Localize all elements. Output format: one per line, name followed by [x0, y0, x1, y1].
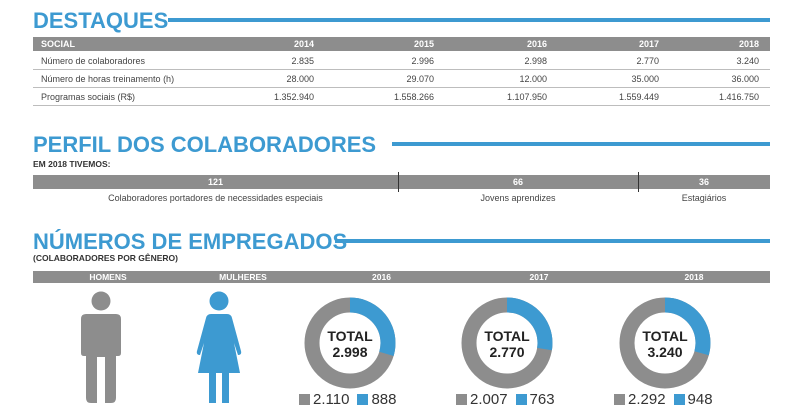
- header-cell: 2018: [738, 39, 759, 49]
- empregados-subtitle: (COLABORADORES POR GÊNERO): [33, 253, 178, 263]
- table-cell: 1.107.950: [506, 92, 547, 102]
- men-swatch: [456, 394, 467, 405]
- women-header: MULHERES: [183, 271, 303, 283]
- perfil-value: 36: [698, 177, 709, 187]
- donut-total-value: 3.240: [647, 344, 682, 360]
- donut-women-segment: [619, 297, 711, 389]
- donut-total-value: 2.770: [489, 344, 524, 360]
- donut-women-segment: [304, 297, 396, 389]
- table-cell: 3.240: [736, 56, 759, 66]
- perfil-value: 121: [207, 177, 224, 187]
- perfil-divider: [398, 172, 399, 192]
- year-header: 2018: [618, 271, 770, 283]
- table-row: Número de colaboradores 2.835 2.996 2.99…: [33, 52, 770, 70]
- section-title-destaques: DESTAQUES: [33, 8, 169, 33]
- table-cell: 35.000: [631, 74, 659, 84]
- men-count: 2.292: [628, 391, 666, 408]
- women-count: 888: [371, 391, 397, 408]
- women-count: 948: [687, 391, 713, 408]
- legend-2018: 2.292 948: [614, 391, 713, 408]
- man-icon: [81, 291, 121, 403]
- table-cell: 28.000: [286, 74, 314, 84]
- donut-total-label: TOTAL: [484, 328, 530, 344]
- year-header: 2016: [303, 271, 460, 283]
- table-cell: 1.352.940: [273, 92, 314, 102]
- table-cell: 36.000: [731, 74, 759, 84]
- table-cell: 1.558.266: [393, 92, 434, 102]
- perfil-caption: Colaboradores portadores de necessidades…: [108, 193, 323, 203]
- table-cell: 2.835: [291, 56, 314, 66]
- men-count: 2.110: [313, 391, 350, 408]
- women-swatch: [515, 394, 527, 405]
- title-divider: [168, 18, 770, 22]
- section-title-perfil: PERFIL DOS COLABORADORES: [33, 132, 377, 157]
- donut-women-segment: [461, 297, 553, 389]
- donut-total-label: TOTAL: [327, 328, 373, 344]
- title-divider: [392, 142, 770, 146]
- perfil-caption: Estagiários: [681, 193, 727, 203]
- women-swatch: [673, 394, 685, 405]
- woman-icon: [196, 291, 242, 403]
- row-label: Número de horas treinamento (h): [41, 74, 175, 84]
- table-row: Programas sociais (R$) 1.352.940 1.558.2…: [33, 88, 770, 106]
- women-count: 763: [529, 391, 555, 408]
- header-cell: 2015: [413, 39, 434, 49]
- perfil-subtitle: EM 2018 TIVEMOS:: [33, 159, 111, 169]
- header-cell: 2016: [526, 39, 547, 49]
- legend-2016: 2.110 888: [299, 391, 396, 408]
- perfil-divider: [638, 172, 639, 192]
- table-cell: 12.000: [519, 74, 547, 84]
- women-swatch: [357, 394, 369, 405]
- year-header: 2017: [460, 271, 618, 283]
- men-header: HOMENS: [33, 271, 183, 283]
- row-label: Número de colaboradores: [41, 56, 146, 66]
- header-cell: 2014: [293, 39, 314, 49]
- table-header: SOCIAL 2014 2015 2016 2017 2018: [33, 37, 770, 51]
- header-cell: SOCIAL: [41, 39, 76, 49]
- perfil-caption: Jovens aprendizes: [480, 193, 556, 203]
- men-count: 2.007: [470, 391, 508, 408]
- table-row: Número de horas treinamento (h) 28.000 2…: [33, 70, 770, 88]
- table-cell: 29.070: [406, 74, 434, 84]
- table-cell: 2.996: [411, 56, 434, 66]
- table-cell: 2.770: [636, 56, 659, 66]
- header-cell: 2017: [638, 39, 659, 49]
- legend-2017: 2.007 763: [456, 391, 555, 408]
- donut-total-label: TOTAL: [642, 328, 688, 344]
- title-divider: [335, 239, 770, 243]
- table-cell: 2.998: [524, 56, 547, 66]
- perfil-bar: 121 66 36: [33, 175, 770, 189]
- donut-total-value: 2.998: [332, 344, 367, 360]
- table-cell: 1.416.750: [718, 92, 759, 102]
- section-title-empregados: NÚMEROS DE EMPREGADOS: [33, 229, 348, 254]
- men-swatch: [299, 394, 310, 405]
- row-label: Programas sociais (R$): [41, 92, 136, 102]
- perfil-value: 66: [512, 177, 523, 187]
- men-swatch: [614, 394, 625, 405]
- table-cell: 1.559.449: [618, 92, 659, 102]
